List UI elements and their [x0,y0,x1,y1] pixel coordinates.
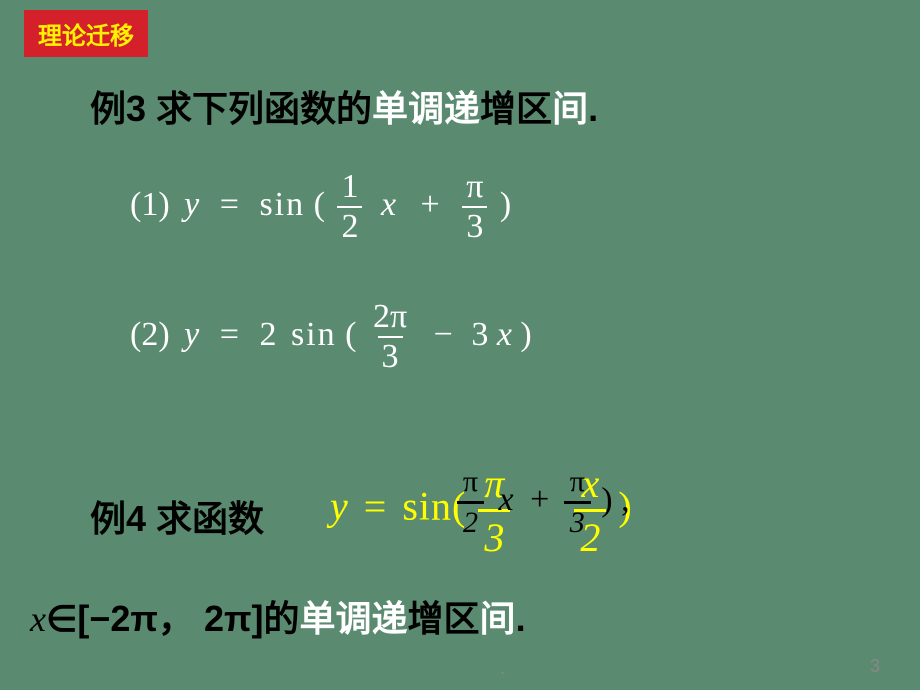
f1-sin: sin [259,186,305,223]
page-number-text: 3 [870,656,880,676]
ex4l2-p2: 单调递 [300,598,408,639]
f1-y: y [184,186,199,223]
f2-coef2: 3 [471,316,488,353]
ex4b-frac1: π 2 [457,465,484,540]
f1-frac2-top: π [462,170,487,206]
heading-part-4: . [588,88,598,129]
f1-close: ) [500,186,511,223]
f2-open: ( [345,316,356,353]
f1-frac2: π 3 [462,170,487,244]
ex4b-f2-top: π [566,465,589,501]
f2-sin: sin [291,316,337,353]
heading-part-3: 间 [552,88,588,129]
heading-part-1: 单调递 [372,88,480,129]
ex4b-plus: + [530,481,549,518]
f2-frac1-top: 2π [369,300,411,336]
footer-dot: . [500,658,505,679]
f1-x: x [381,186,396,223]
ex4y-y: y [330,484,348,529]
footer-dot-text: . [500,658,505,678]
f2-frac1-bot: 3 [378,336,403,374]
ex4b-f1-bot: 2 [457,501,484,540]
ex4b-close: ) , [601,481,629,518]
example3-heading: 例3 求下列函数的单调递增区间. [90,80,598,132]
f1-eq: = [220,186,239,223]
f1-label: (1) [130,186,170,223]
heading-part-2: 增区 [480,88,552,129]
formula-1: (1) y = sin ( 1 2 x + π 3 ) [130,170,511,244]
f1-frac2-bot: 3 [462,206,487,244]
example4-line2: x∈[−2π， 2π]的单调递增区间. [30,590,526,642]
f1-open: ( [314,186,325,223]
theory-badge: 理论迁移 [24,10,148,57]
f2-eq: = [220,316,239,353]
ex4-prefix-text: 例4 求函数 [90,498,264,539]
page-number: 3 [870,656,880,677]
f2-coef: 2 [259,316,276,353]
ex4l2-x: x [30,599,46,639]
formula-2: (2) y = 2 sin ( 2π 3 − 3 x ) [130,300,532,374]
ex4l2-range: ∈[−2π， 2π]的 [46,598,300,639]
ex4b-x: x [499,481,514,518]
ex4-formula-black: π 2 x + π 3 ) , [455,465,630,540]
f1-frac1: 1 2 [337,170,362,244]
example4-prefix: 例4 求函数 [90,490,264,542]
f2-minus: − [434,316,453,353]
ex4b-f1-top: π [459,465,482,501]
f1-plus: + [421,186,440,223]
badge-text: 理论迁移 [38,23,134,50]
ex4l2-p5: . [516,598,526,639]
f2-close: ) [520,316,531,353]
ex4b-frac2: π 3 [564,465,591,540]
f2-y: y [184,316,199,353]
ex4y-eq: = [364,484,387,529]
f2-label: (2) [130,316,170,353]
f2-frac1: 2π 3 [369,300,411,374]
ex4b-f2-bot: 3 [564,501,591,540]
f1-frac1-top: 1 [337,170,362,206]
heading-part-0: 例3 求下列函数的 [90,88,372,129]
f1-frac1-bot: 2 [337,206,362,244]
ex4l2-p3: 增区 [408,598,480,639]
ex4l2-p4: 间 [480,598,516,639]
f2-x: x [497,316,512,353]
